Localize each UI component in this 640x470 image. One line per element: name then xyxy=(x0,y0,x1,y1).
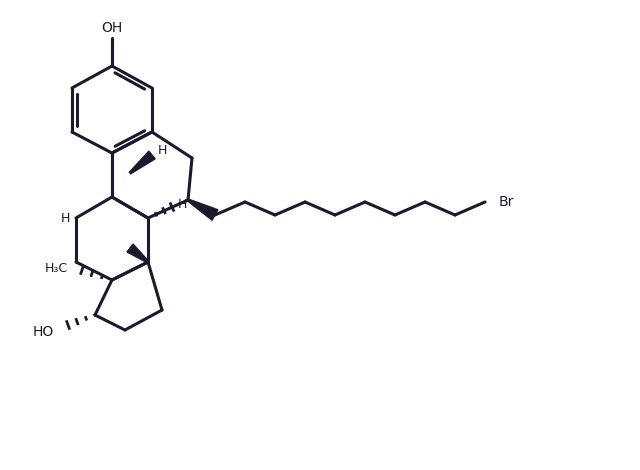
Text: H: H xyxy=(178,197,188,211)
Polygon shape xyxy=(188,199,218,220)
Text: Br: Br xyxy=(499,195,515,209)
Polygon shape xyxy=(127,244,148,263)
Text: H₃C: H₃C xyxy=(45,261,68,274)
Text: OH: OH xyxy=(101,21,123,35)
Polygon shape xyxy=(129,151,155,174)
Text: HO: HO xyxy=(33,325,54,339)
Text: H: H xyxy=(158,143,168,157)
Text: H: H xyxy=(61,212,70,225)
